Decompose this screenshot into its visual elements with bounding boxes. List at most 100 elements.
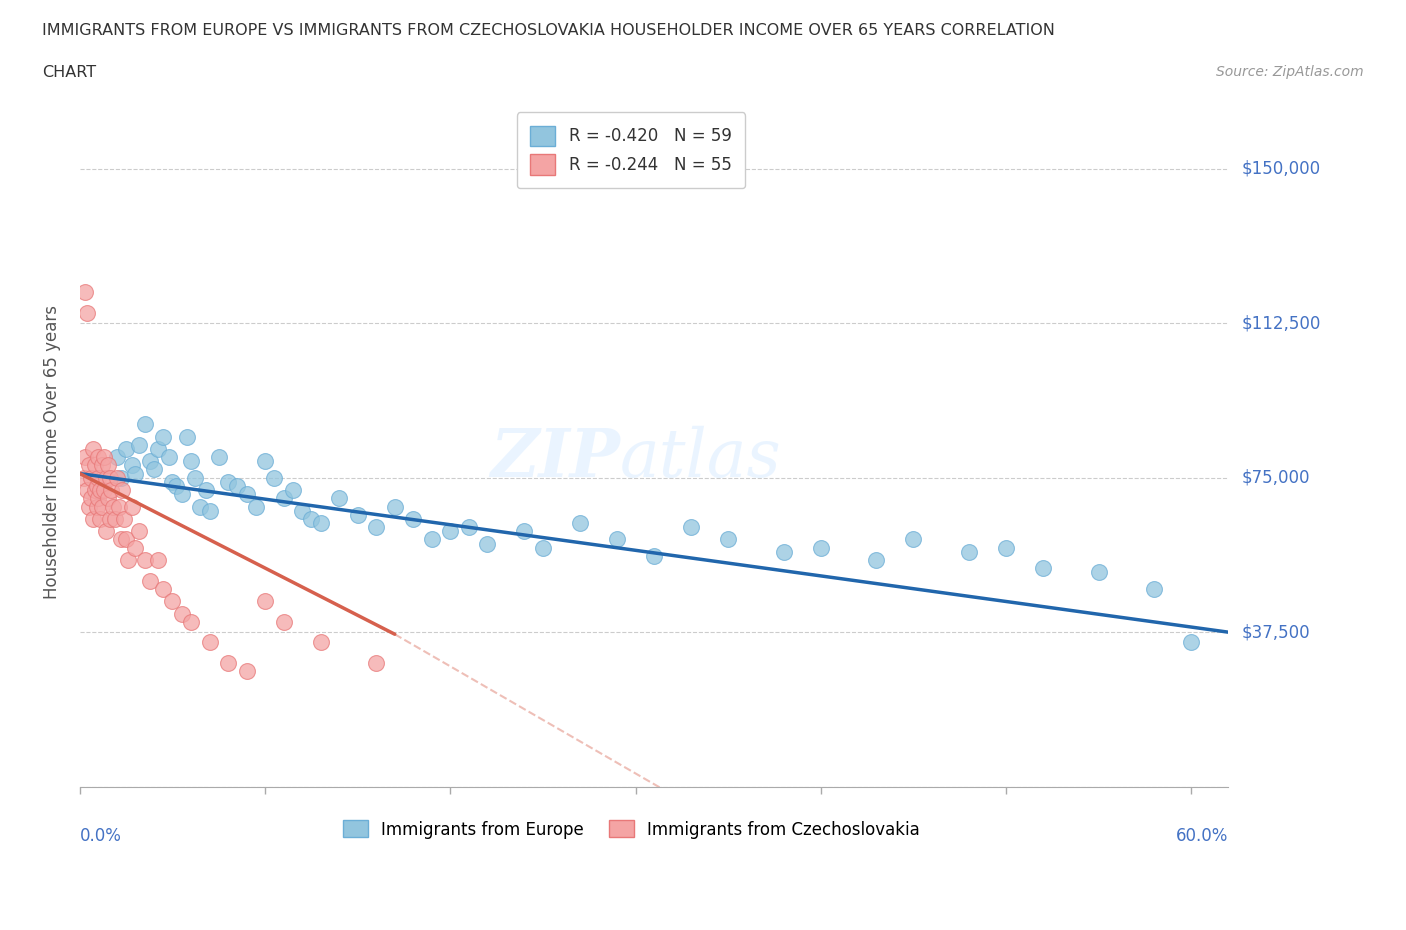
- Point: [146, 442, 169, 457]
- Point: [366, 520, 388, 535]
- Point: [188, 499, 211, 514]
- Text: ZIP: ZIP: [489, 426, 620, 491]
- Point: [98, 512, 121, 526]
- Point: [477, 537, 499, 551]
- Point: [994, 540, 1017, 555]
- Point: [531, 540, 554, 555]
- Point: [117, 552, 139, 567]
- Point: [104, 512, 127, 526]
- Point: [82, 512, 104, 526]
- Point: [194, 483, 217, 498]
- Point: [97, 491, 120, 506]
- Point: [83, 458, 105, 472]
- Point: [198, 635, 221, 650]
- Point: [217, 474, 239, 489]
- Point: [86, 499, 108, 514]
- Point: [146, 552, 169, 567]
- Point: [309, 515, 332, 530]
- Point: [91, 458, 114, 472]
- Point: [957, 544, 980, 559]
- Point: [235, 664, 257, 679]
- Point: [162, 594, 184, 609]
- Point: [112, 512, 135, 526]
- Point: [165, 479, 187, 494]
- Point: [82, 442, 104, 457]
- Point: [513, 524, 536, 538]
- Point: [152, 429, 174, 444]
- Point: [1180, 635, 1202, 650]
- Point: [72, 471, 94, 485]
- Point: [87, 450, 110, 465]
- Point: [143, 462, 166, 477]
- Point: [457, 520, 479, 535]
- Point: [97, 458, 120, 472]
- Point: [235, 486, 257, 501]
- Point: [121, 499, 143, 514]
- Point: [180, 454, 202, 469]
- Point: [86, 479, 108, 494]
- Point: [100, 483, 122, 498]
- Point: [77, 499, 100, 514]
- Text: IMMIGRANTS FROM EUROPE VS IMMIGRANTS FROM CZECHOSLOVAKIA HOUSEHOLDER INCOME OVER: IMMIGRANTS FROM EUROPE VS IMMIGRANTS FRO…: [42, 23, 1054, 38]
- Text: $75,000: $75,000: [1241, 469, 1310, 486]
- Point: [115, 532, 138, 547]
- Point: [94, 524, 117, 538]
- Point: [111, 483, 134, 498]
- Point: [643, 549, 665, 564]
- Y-axis label: Householder Income Over 65 years: Householder Income Over 65 years: [44, 305, 60, 599]
- Point: [139, 573, 162, 588]
- Point: [810, 540, 832, 555]
- Text: CHART: CHART: [42, 65, 96, 80]
- Point: [299, 512, 322, 526]
- Point: [198, 503, 221, 518]
- Point: [208, 450, 231, 465]
- Point: [134, 417, 156, 432]
- Point: [273, 491, 295, 506]
- Point: [162, 474, 184, 489]
- Point: [717, 532, 740, 547]
- Point: [91, 499, 114, 514]
- Point: [1087, 565, 1109, 580]
- Point: [128, 437, 150, 452]
- Point: [1032, 561, 1054, 576]
- Point: [77, 458, 100, 472]
- Point: [124, 540, 146, 555]
- Point: [170, 486, 193, 501]
- Point: [98, 471, 121, 485]
- Point: [273, 615, 295, 630]
- Point: [420, 532, 443, 547]
- Legend: Immigrants from Europe, Immigrants from Czechoslovakia: Immigrants from Europe, Immigrants from …: [336, 814, 927, 845]
- Point: [1143, 581, 1166, 596]
- Point: [384, 499, 406, 514]
- Point: [89, 512, 111, 526]
- Point: [281, 483, 304, 498]
- Point: [83, 483, 105, 498]
- Point: [80, 471, 103, 485]
- Point: [121, 458, 143, 472]
- Text: 0.0%: 0.0%: [80, 827, 122, 844]
- Point: [75, 450, 97, 465]
- Point: [105, 450, 128, 465]
- Point: [76, 306, 98, 321]
- Point: [568, 515, 591, 530]
- Text: 60.0%: 60.0%: [1175, 827, 1229, 844]
- Point: [903, 532, 925, 547]
- Point: [115, 442, 138, 457]
- Text: Source: ZipAtlas.com: Source: ZipAtlas.com: [1216, 65, 1364, 79]
- Point: [245, 499, 267, 514]
- Point: [226, 479, 249, 494]
- Point: [772, 544, 794, 559]
- Point: [128, 524, 150, 538]
- Point: [110, 471, 132, 485]
- Point: [263, 471, 285, 485]
- Point: [124, 466, 146, 481]
- Point: [87, 471, 110, 485]
- Point: [93, 483, 115, 498]
- Point: [402, 512, 425, 526]
- Point: [93, 450, 115, 465]
- Point: [865, 552, 887, 567]
- Point: [291, 503, 314, 518]
- Text: $37,500: $37,500: [1241, 623, 1310, 641]
- Point: [107, 499, 129, 514]
- Point: [80, 491, 103, 506]
